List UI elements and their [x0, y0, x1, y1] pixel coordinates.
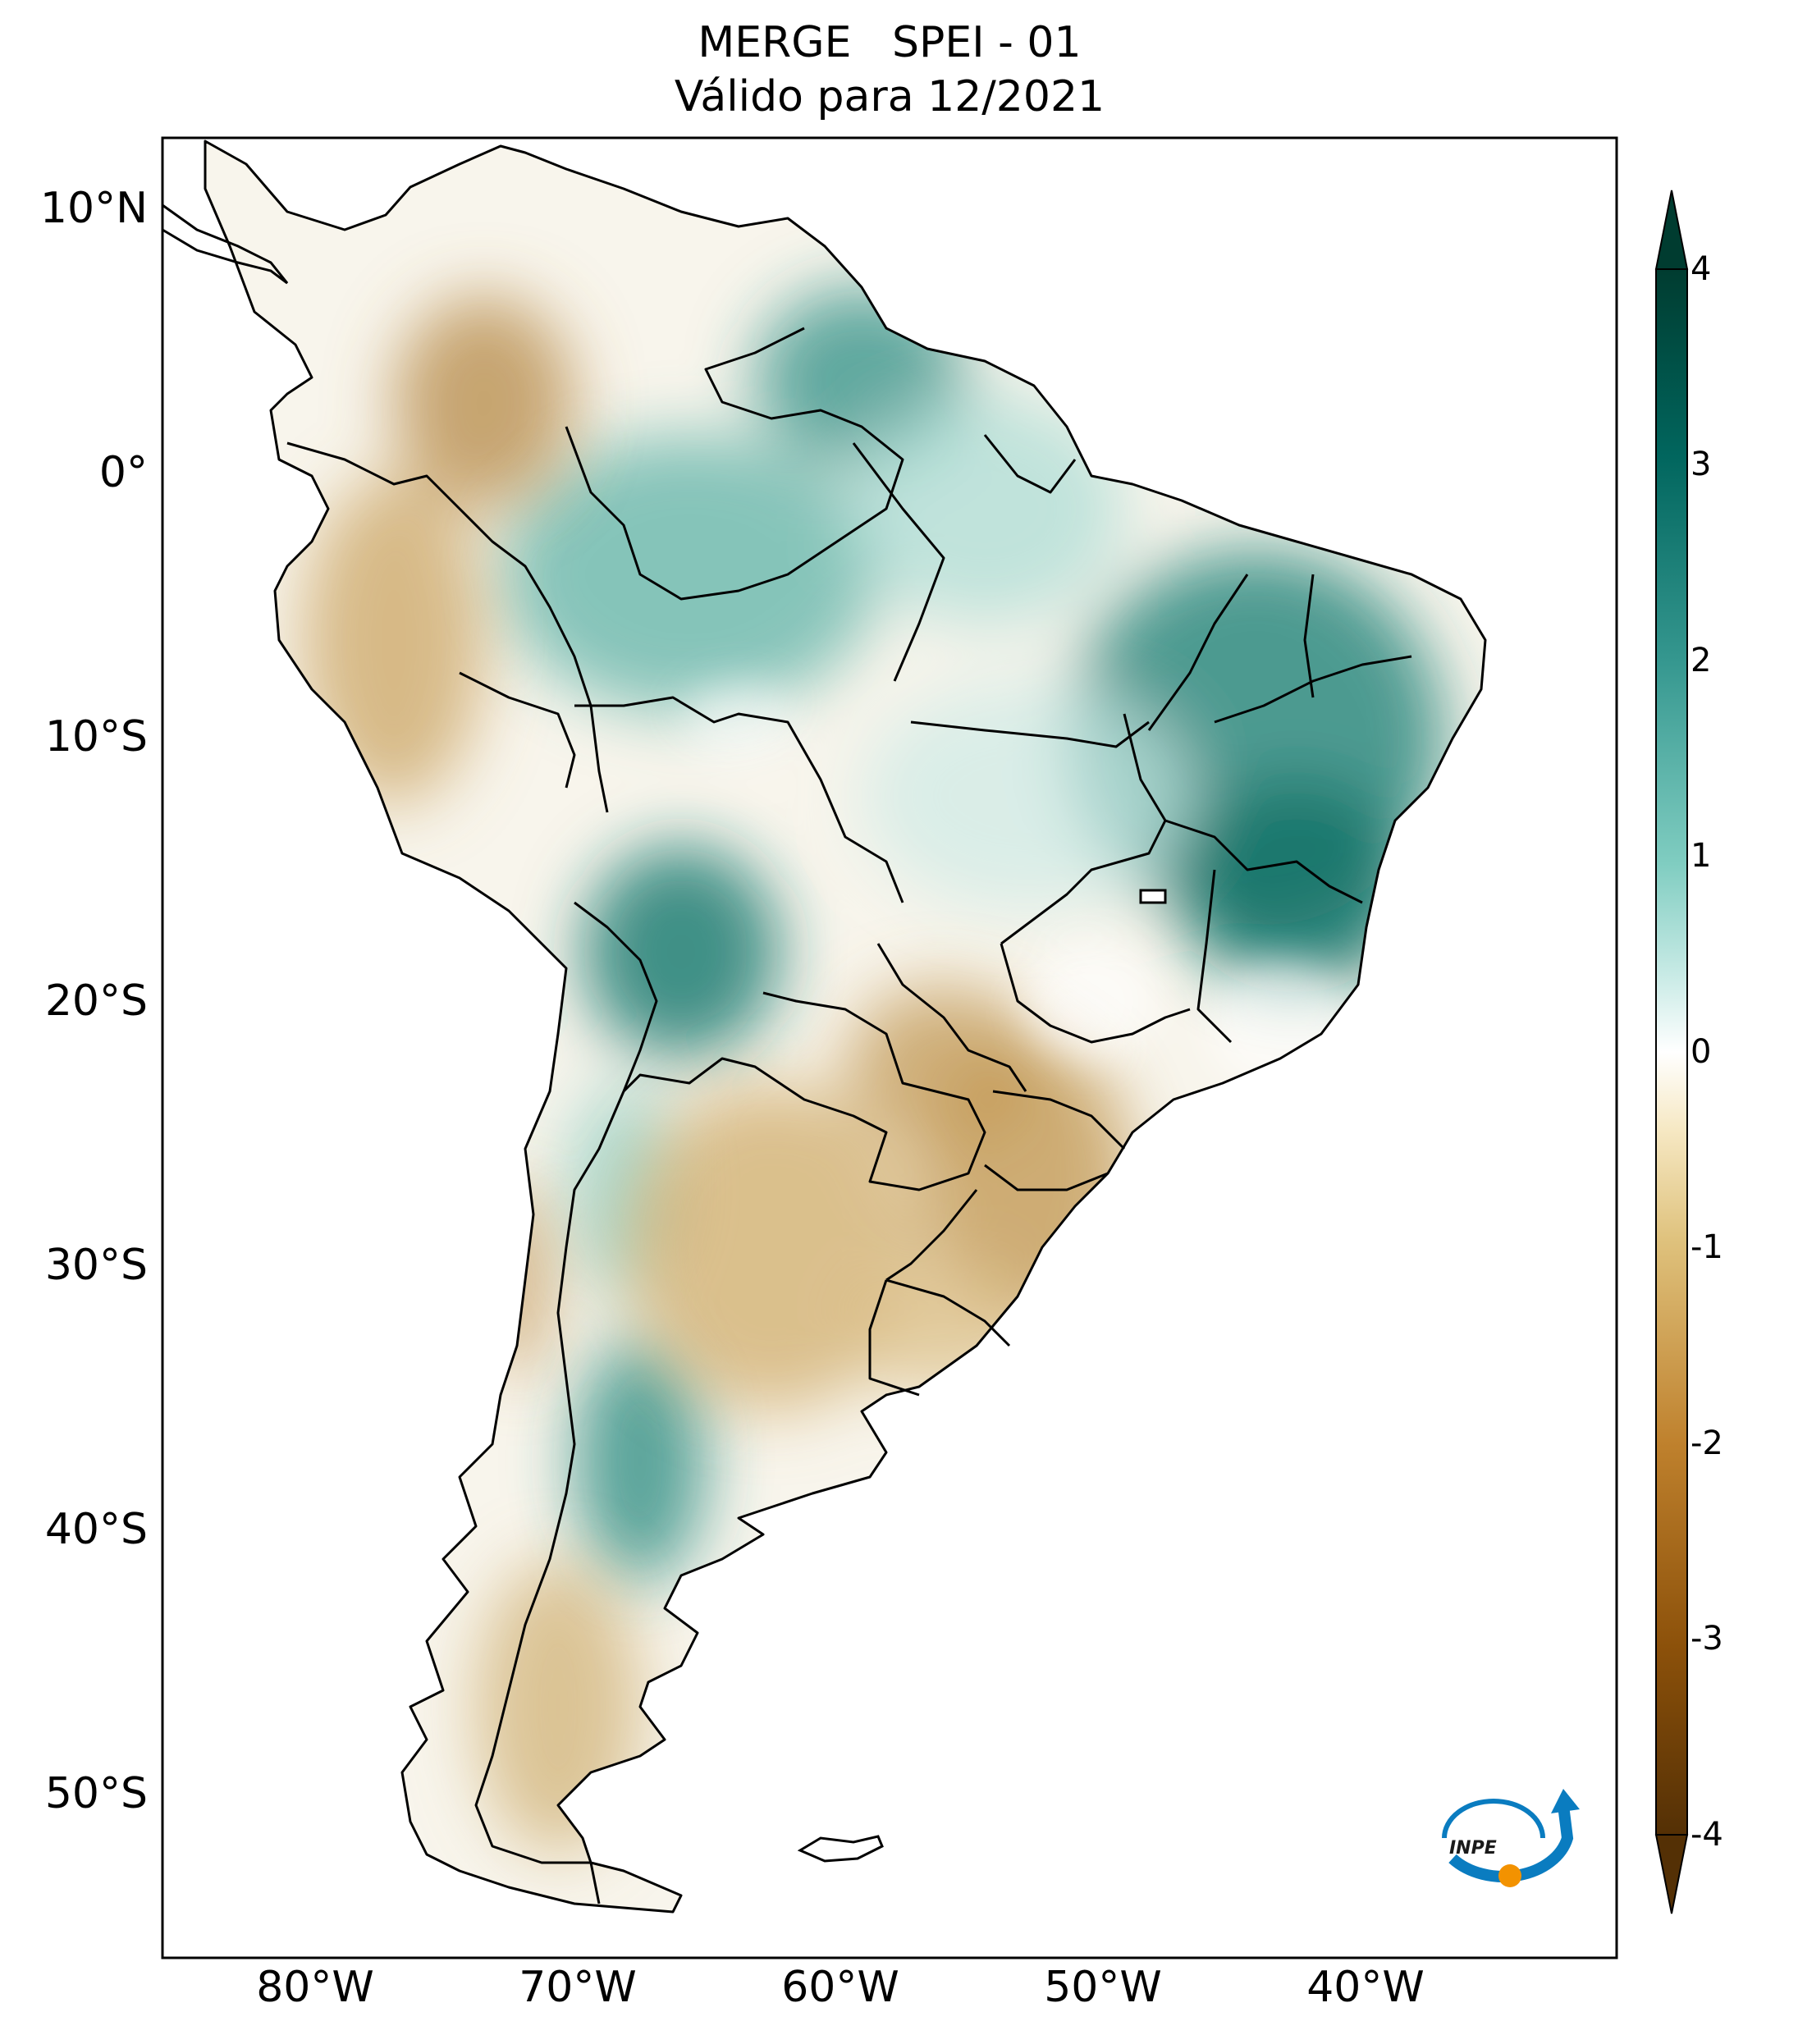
colorbar-tick: -4	[1690, 1816, 1723, 1854]
coastline	[204, 139, 1487, 1914]
lat-label-50s: 50°S	[44, 1769, 148, 1818]
lon-label-70w: 70°W	[519, 1963, 637, 2012]
colorbar-tick: 3	[1690, 446, 1712, 483]
anomaly-north-brazil	[845, 394, 1124, 624]
anomaly-peru	[304, 476, 484, 804]
lat-label-40s: 40°S	[44, 1505, 148, 1554]
anomaly-central-east	[1182, 780, 1411, 993]
colorbar	[1654, 190, 1689, 1914]
inpe-logo-text: INPE	[1449, 1838, 1497, 1859]
colorbar-tick: 0	[1690, 1033, 1712, 1071]
colorbar-ramp	[1655, 268, 1688, 1836]
political-borders	[286, 327, 1412, 1905]
lat-label-20s: 20°S	[44, 976, 148, 1026]
map-title: MERGE SPEI - 01	[698, 18, 1082, 67]
anomaly-pampas	[624, 1083, 919, 1411]
lon-label-40w: 40°W	[1306, 1963, 1425, 2012]
colorbar-tick: 2	[1690, 642, 1712, 679]
inpe-logo	[1442, 1789, 1580, 1887]
anomaly-bolivia	[583, 845, 780, 1059]
colorbar-tick: 4	[1690, 250, 1712, 288]
map-subtitle: Válido para 12/2021	[674, 72, 1105, 121]
colorbar-tick: -3	[1690, 1620, 1723, 1658]
anomaly-central-brazil	[862, 681, 1190, 911]
colorbar-bottom-extend	[1654, 1834, 1689, 1914]
small-lake	[1139, 889, 1167, 904]
colorbar-tick: 1	[1690, 837, 1712, 875]
colorbar-tick: -2	[1690, 1424, 1723, 1462]
anomaly-amazon	[501, 435, 878, 714]
anomaly-w-argentina	[574, 1338, 706, 1584]
lat-label-0: 0°	[98, 448, 148, 497]
lon-label-60w: 60°W	[781, 1963, 899, 2012]
lat-label-10s: 10°S	[44, 712, 148, 761]
anomaly-colombia	[394, 295, 574, 509]
colorbar-tick: -1	[1690, 1228, 1723, 1266]
central-america-outline	[162, 203, 289, 285]
lat-label-10n: 10°N	[39, 184, 148, 233]
lon-label-50w: 50°W	[1044, 1963, 1162, 2012]
lon-label-80w: 80°W	[256, 1963, 374, 2012]
lat-label-30s: 30°S	[44, 1241, 148, 1290]
colorbar-top-extend	[1654, 190, 1689, 270]
falkland-islands	[797, 1835, 884, 1863]
